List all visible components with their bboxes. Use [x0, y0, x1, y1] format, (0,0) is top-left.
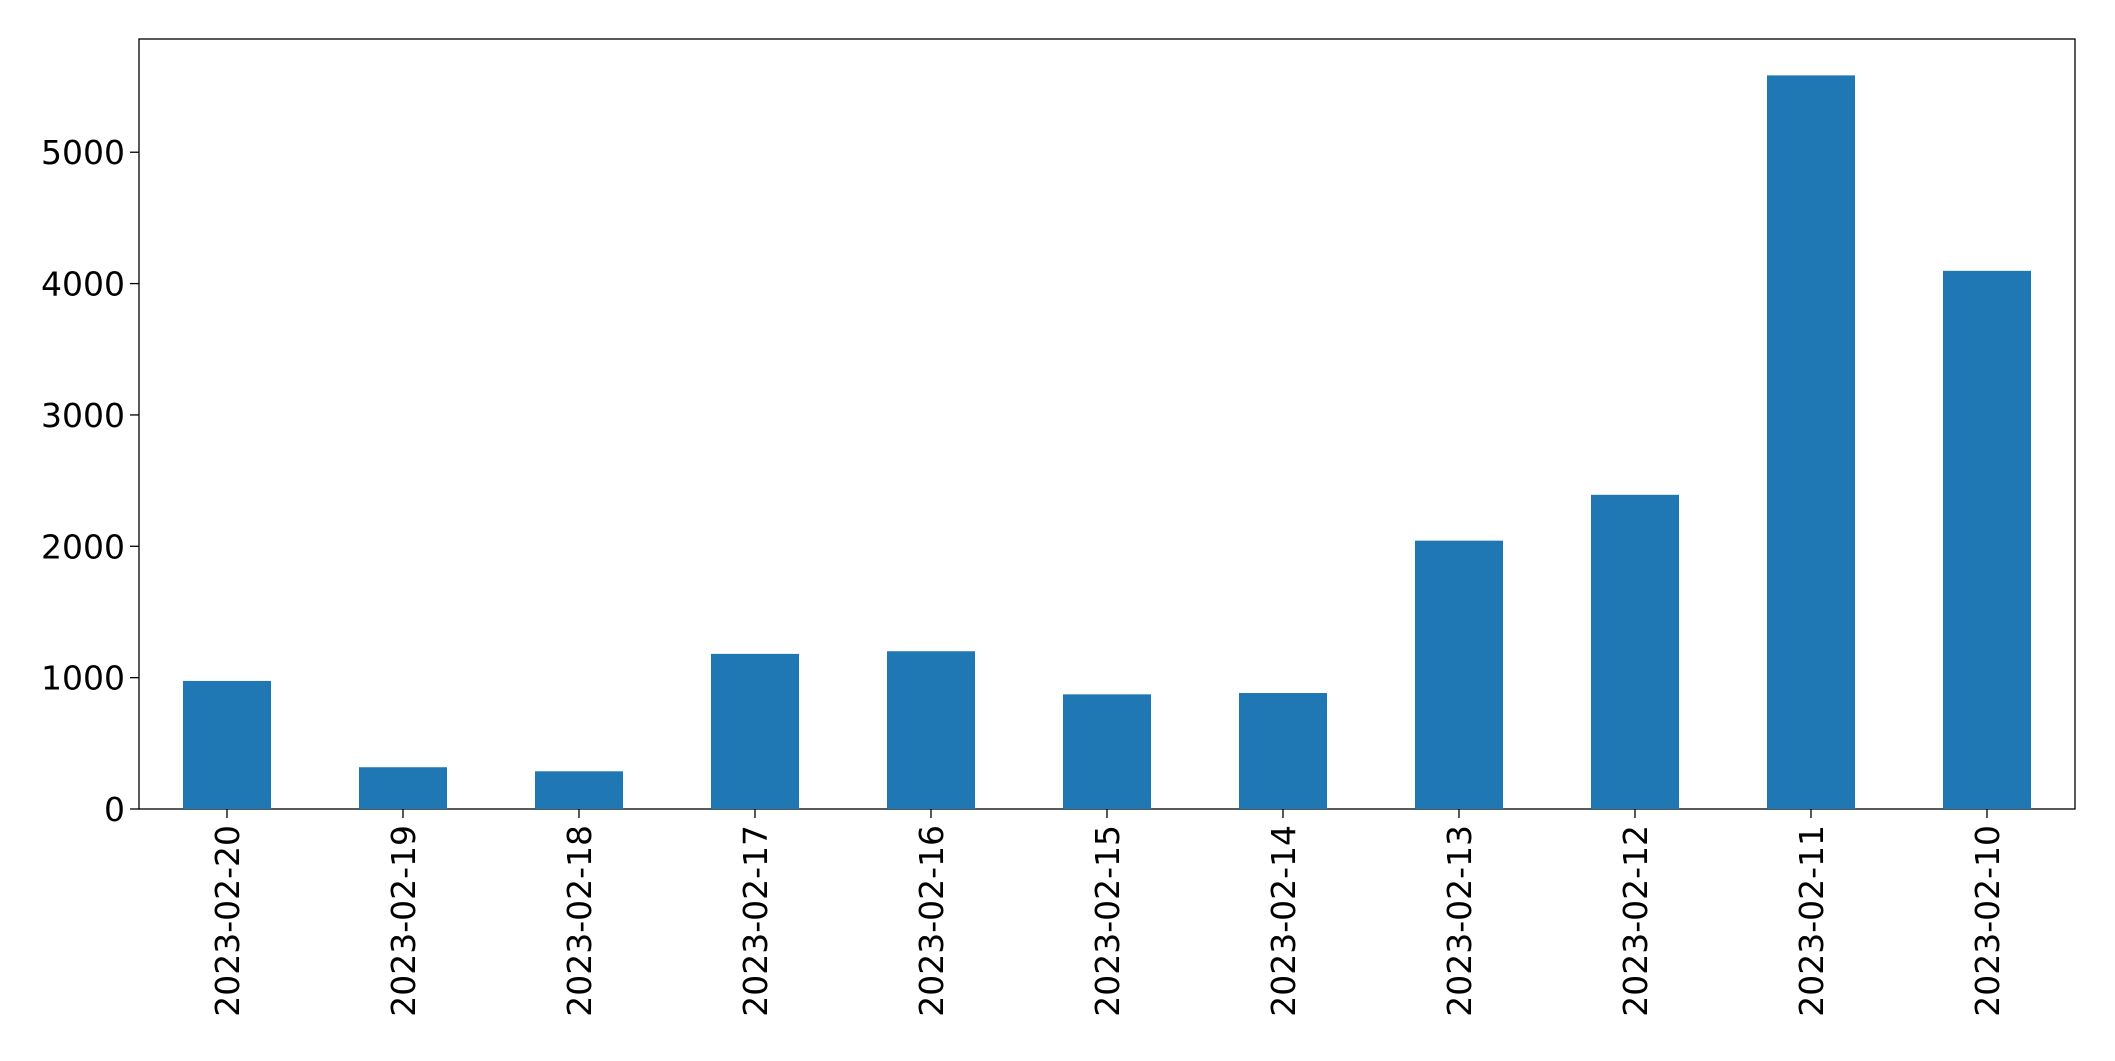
x-tick-label: 2023-02-16: [912, 825, 951, 1017]
x-tick-label: 2023-02-11: [1792, 825, 1831, 1017]
bar: [1767, 75, 1855, 809]
bar: [711, 653, 799, 809]
x-tick-label: 2023-02-14: [1264, 825, 1303, 1017]
bar: [1591, 494, 1679, 809]
y-tick-label: 5000: [41, 133, 125, 172]
x-tick-label: 2023-02-17: [736, 825, 775, 1017]
bar: [535, 771, 623, 809]
bar: [1943, 270, 2031, 809]
bar: [183, 680, 271, 809]
bar: [359, 767, 447, 809]
y-tick-label: 1000: [41, 659, 125, 698]
x-tick-label: 2023-02-12: [1616, 825, 1655, 1017]
bar: [887, 651, 975, 809]
x-tick-label: 2023-02-20: [208, 825, 247, 1017]
x-tick-label: 2023-02-18: [560, 825, 599, 1017]
y-tick-label: 0: [104, 790, 125, 829]
y-tick-label: 2000: [41, 527, 125, 566]
bar: [1063, 694, 1151, 809]
y-tick-label: 4000: [41, 265, 125, 304]
bar: [1239, 693, 1327, 809]
bar: [1415, 540, 1503, 809]
x-tick-label: 2023-02-15: [1088, 825, 1127, 1017]
x-tick-label: 2023-02-19: [384, 825, 423, 1017]
y-tick-label: 3000: [41, 396, 125, 435]
x-tick-label: 2023-02-13: [1440, 825, 1479, 1017]
x-tick-label: 2023-02-10: [1968, 825, 2007, 1017]
